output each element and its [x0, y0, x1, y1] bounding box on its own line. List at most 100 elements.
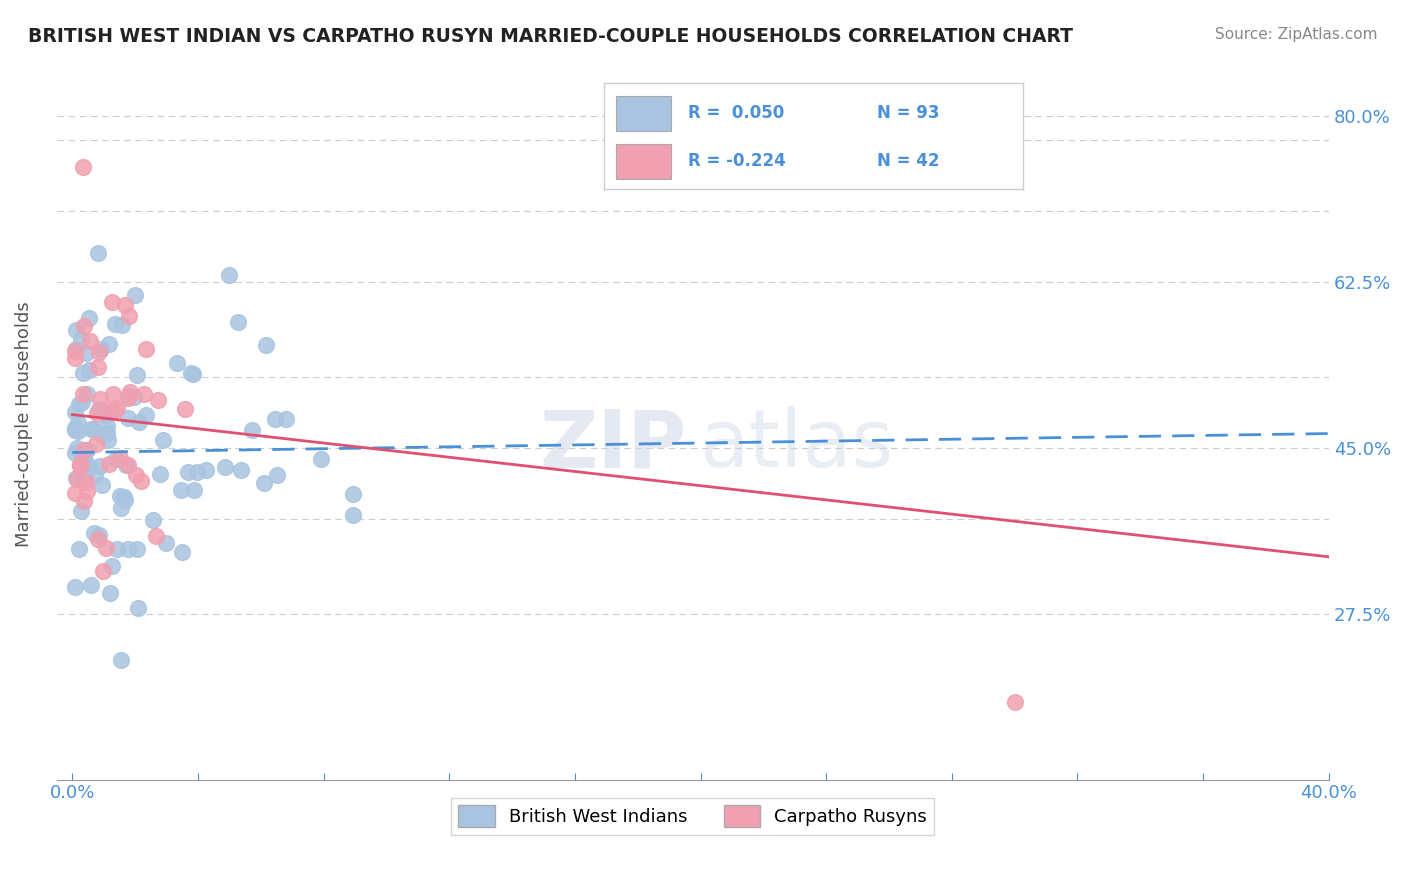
- Point: [264, 411, 287, 425]
- Point: [69, 459, 91, 474]
- Point: [135, 408, 157, 422]
- Point: [76, 387, 98, 401]
- Point: [110, 653, 132, 667]
- Point: [101, 294, 124, 309]
- Point: [87, 245, 110, 260]
- Point: [117, 541, 139, 556]
- Point: [97, 406, 120, 420]
- Point: [86, 406, 108, 420]
- Point: [65, 342, 87, 356]
- Point: [75, 346, 97, 360]
- Point: [342, 508, 364, 522]
- Point: [181, 367, 204, 381]
- Text: ZIP: ZIP: [538, 407, 686, 484]
- Point: [84, 436, 107, 450]
- Point: [125, 368, 148, 382]
- Point: [65, 351, 87, 366]
- Point: [108, 489, 131, 503]
- Point: [108, 451, 131, 466]
- Y-axis label: Married-couple Households: Married-couple Households: [15, 301, 32, 547]
- Text: atlas: atlas: [699, 407, 893, 484]
- Point: [166, 356, 188, 370]
- Point: [1004, 696, 1026, 710]
- Point: [117, 410, 139, 425]
- Point: [79, 578, 101, 592]
- Point: [65, 421, 87, 435]
- Point: [214, 460, 236, 475]
- Point: [87, 532, 110, 546]
- Point: [65, 486, 87, 500]
- Point: [67, 416, 90, 430]
- Point: [79, 460, 101, 475]
- Point: [83, 422, 105, 436]
- Point: [127, 541, 149, 556]
- Point: [254, 338, 277, 352]
- Point: [170, 483, 193, 498]
- Point: [111, 318, 134, 332]
- Point: [69, 332, 91, 346]
- Point: [65, 470, 87, 484]
- Point: [183, 483, 205, 497]
- Point: [66, 441, 89, 455]
- Point: [67, 424, 90, 438]
- Point: [103, 318, 125, 332]
- Point: [77, 362, 100, 376]
- Point: [274, 411, 297, 425]
- Point: [218, 268, 240, 282]
- Point: [75, 443, 97, 458]
- Point: [110, 500, 132, 515]
- Point: [89, 392, 111, 406]
- Point: [104, 451, 127, 466]
- Point: [266, 468, 288, 483]
- Point: [127, 601, 149, 615]
- Point: [118, 385, 141, 400]
- Point: [101, 387, 124, 401]
- Point: [90, 342, 112, 356]
- Point: [145, 528, 167, 542]
- Point: [83, 526, 105, 541]
- Point: [240, 423, 263, 437]
- Point: [90, 477, 112, 491]
- Point: [65, 404, 87, 418]
- Point: [125, 467, 148, 482]
- Point: [75, 468, 97, 483]
- Point: [91, 427, 114, 442]
- Point: [72, 160, 94, 174]
- Point: [148, 392, 170, 407]
- Point: [253, 475, 276, 490]
- Point: [76, 484, 98, 499]
- Point: [89, 344, 111, 359]
- Point: [124, 287, 146, 301]
- Point: [75, 475, 97, 490]
- Point: [98, 337, 121, 351]
- Point: [155, 536, 177, 550]
- Point: [180, 366, 202, 380]
- Point: [76, 442, 98, 457]
- Point: [117, 389, 139, 403]
- Text: Source: ZipAtlas.com: Source: ZipAtlas.com: [1215, 27, 1378, 42]
- Point: [72, 366, 94, 380]
- Point: [79, 334, 101, 348]
- Point: [135, 342, 157, 356]
- Point: [152, 433, 174, 447]
- Point: [77, 311, 100, 326]
- Point: [114, 297, 136, 311]
- Point: [72, 387, 94, 401]
- Point: [172, 545, 194, 559]
- Point: [73, 494, 96, 508]
- Legend: British West Indians, Carpatho Rusyns: British West Indians, Carpatho Rusyns: [451, 798, 934, 835]
- Point: [226, 315, 249, 329]
- Point: [67, 397, 90, 411]
- Point: [96, 426, 118, 441]
- Point: [84, 468, 107, 483]
- Point: [69, 457, 91, 471]
- Point: [117, 391, 139, 405]
- Point: [76, 458, 98, 472]
- Point: [122, 390, 145, 404]
- Point: [174, 402, 197, 417]
- Point: [101, 559, 124, 574]
- Point: [65, 423, 87, 437]
- Point: [73, 318, 96, 333]
- Text: BRITISH WEST INDIAN VS CARPATHO RUSYN MARRIED-COUPLE HOUSEHOLDS CORRELATION CHAR: BRITISH WEST INDIAN VS CARPATHO RUSYN MA…: [28, 27, 1073, 45]
- Point: [132, 386, 155, 401]
